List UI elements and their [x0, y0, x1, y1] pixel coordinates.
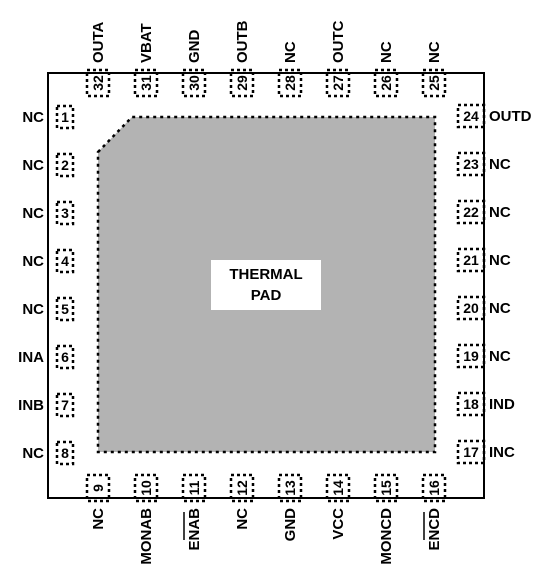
bottom-pin-group: 9 NC 10 MONAB 11 ENAB 12 NC 13 GND 14 VCC 15 MONCD 16 E… — [85, 473, 447, 565]
pin-number-17: 17 — [463, 444, 479, 460]
thermal-pad-title-line1: THERMAL — [229, 266, 302, 283]
right-pin-group: 17 INC 18 IND 19 NC 20 NC 21 NC 22 NC 23 NC 24 OUTD — [456, 103, 532, 465]
pin-label-23: NC — [489, 156, 511, 173]
pin-label-12: NC — [234, 508, 251, 530]
pin-number-9: 9 — [90, 484, 106, 492]
pin-label-2: NC — [22, 157, 44, 174]
pin-number-1: 1 — [61, 109, 69, 125]
pin-number-23: 23 — [463, 156, 479, 172]
pin-number-28: 28 — [282, 75, 298, 91]
pin-label-6: INA — [18, 349, 44, 366]
pin-pad-7 — [55, 392, 75, 418]
pin-number-5: 5 — [61, 301, 69, 317]
pin-number-26: 26 — [378, 75, 394, 91]
pin-number-31: 31 — [138, 75, 154, 91]
pin-label-7: INB — [18, 397, 44, 414]
pin-number-21: 21 — [463, 252, 479, 268]
pin-label-21: NC — [489, 252, 511, 269]
thermal-pad-title-line2: PAD — [251, 287, 282, 304]
pin-label-8: NC — [22, 445, 44, 462]
pin-number-14: 14 — [330, 480, 346, 496]
pin-number-22: 22 — [463, 204, 479, 220]
pin-number-19: 19 — [463, 348, 479, 364]
pin-number-4: 4 — [61, 253, 69, 269]
pin-number-12: 12 — [234, 480, 250, 496]
pin-number-15: 15 — [378, 480, 394, 496]
pin-number-20: 20 — [463, 300, 479, 316]
pin-label-13: GND — [282, 508, 299, 542]
pin-label-11: ENAB — [186, 508, 203, 551]
pin-label-22: NC — [489, 204, 511, 221]
left-pin-group: 1 NC 2 NC 3 NC 4 NC 5 NC 6 INA 7 INB 8 NC — [18, 104, 75, 466]
pin-label-17: INC — [489, 444, 515, 461]
pin-label-26: NC — [378, 41, 395, 63]
pin-number-16: 16 — [426, 480, 442, 496]
pin-pad-4 — [55, 248, 75, 274]
pin-number-3: 3 — [61, 205, 69, 221]
pin-label-18: IND — [489, 396, 515, 413]
pin-label-10: MONAB — [138, 508, 155, 565]
pin-label-27: OUTC — [330, 20, 347, 63]
pin-pad-2 — [55, 152, 75, 178]
pin-pad-21 — [456, 247, 486, 273]
pin-number-8: 8 — [61, 445, 69, 461]
top-pin-group: 25 NC 26 NC 27 OUTC 28 NC 29 OUTB 30 GND 31 VBAT 32 OUT… — [85, 20, 447, 98]
pin-number-11: 11 — [186, 480, 202, 495]
pin-label-25: NC — [426, 41, 443, 63]
pin-label-29: OUTB — [234, 20, 251, 63]
pin-label-5: NC — [22, 301, 44, 318]
pin-pad-17 — [456, 439, 486, 465]
pin-label-1: NC — [22, 109, 44, 126]
pin-pad-5 — [55, 296, 75, 322]
pin-label-3: NC — [22, 205, 44, 222]
pin-number-29: 29 — [234, 75, 250, 91]
pin-pad-23 — [456, 151, 486, 177]
pin-number-25: 25 — [426, 75, 442, 91]
pin-label-15: MONCD — [378, 508, 395, 565]
pin-pad-24 — [456, 103, 486, 129]
pin-label-24: OUTD — [489, 108, 532, 125]
pin-label-14: VCC — [330, 508, 347, 540]
pin-label-4: NC — [22, 253, 44, 270]
pin-pad-3 — [55, 200, 75, 226]
pin-number-2: 2 — [61, 157, 69, 173]
pin-label-32: OUTA — [90, 21, 107, 63]
pin-number-10: 10 — [138, 480, 154, 496]
pin-pad-8 — [55, 440, 75, 466]
pin-label-31: VBAT — [138, 23, 155, 63]
pin-label-16: ENCD — [426, 508, 443, 551]
pin-pad-18 — [456, 391, 486, 417]
pin-label-9: NC — [90, 508, 107, 530]
pin-number-18: 18 — [463, 396, 479, 412]
pin-pad-1 — [55, 104, 75, 130]
thermal-pad-label-box — [211, 260, 321, 310]
pin-label-19: NC — [489, 348, 511, 365]
pin-pad-19 — [456, 343, 486, 369]
pin-pad-22 — [456, 199, 486, 225]
pin-number-30: 30 — [186, 75, 202, 91]
pin-number-7: 7 — [61, 397, 69, 413]
pin-label-20: NC — [489, 300, 511, 317]
pin-number-24: 24 — [463, 108, 479, 124]
pin-label-28: NC — [282, 41, 299, 63]
pin-number-13: 13 — [282, 480, 298, 496]
pin-number-6: 6 — [61, 349, 69, 365]
pin-pad-20 — [456, 295, 486, 321]
pin-pad-6 — [55, 344, 75, 370]
pin-number-27: 27 — [330, 75, 346, 91]
pin-number-32: 32 — [90, 75, 106, 91]
pin-label-30: GND — [186, 30, 203, 64]
